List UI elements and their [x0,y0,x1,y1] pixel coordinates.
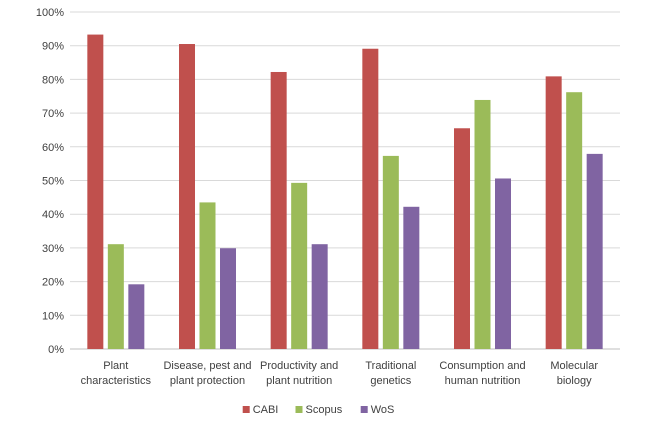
bar-scopus [566,92,583,350]
x-category-label: Molecular biology [550,360,598,387]
bar-wos [586,153,603,349]
bar-wos [220,248,236,349]
legend-swatch-scopus [295,406,303,413]
bar-cabi [362,48,379,349]
y-tick-label: 100% [36,7,64,19]
bar-scopus [291,182,308,349]
bar-cabi [545,76,562,349]
bar-wos [311,244,328,349]
x-category-label: Plant characteristics [81,360,152,387]
y-tick-label: 80% [42,74,64,86]
x-category-label: Productivity and plant nutrition [260,360,338,387]
y-tick-label: 90% [42,41,64,53]
x-category-label: Consumption and human nutrition [439,360,525,387]
bar-wos [495,178,511,349]
bar-scopus [382,155,399,349]
legend-label-wos: WoS [371,404,395,416]
y-tick-label: 30% [42,243,64,255]
y-tick-label: 60% [42,142,64,154]
bar-cabi [179,44,195,349]
bar-scopus [107,244,124,349]
bar-cabi [87,34,104,349]
bar-scopus [199,202,216,349]
bar-cabi [270,71,287,350]
y-tick-label: 50% [42,176,64,188]
legend-swatch-wos [360,406,368,413]
y-tick-label: 0% [48,344,64,356]
x-category-label: Traditional genetics [365,360,416,387]
y-tick-label: 70% [42,108,64,120]
bar-wos [403,206,420,349]
bar-cabi [454,128,470,349]
y-tick-label: 40% [42,209,64,221]
x-category-label: Disease, pest and plant protection [163,360,251,387]
y-tick-label: 10% [42,310,64,322]
y-tick-label: 20% [42,277,64,289]
legend-label-scopus: Scopus [306,404,343,416]
bar-scopus [474,99,491,349]
bar-wos [128,284,145,349]
legend-label-cabi: CABI [253,404,279,416]
legend-swatch-cabi [242,406,250,413]
